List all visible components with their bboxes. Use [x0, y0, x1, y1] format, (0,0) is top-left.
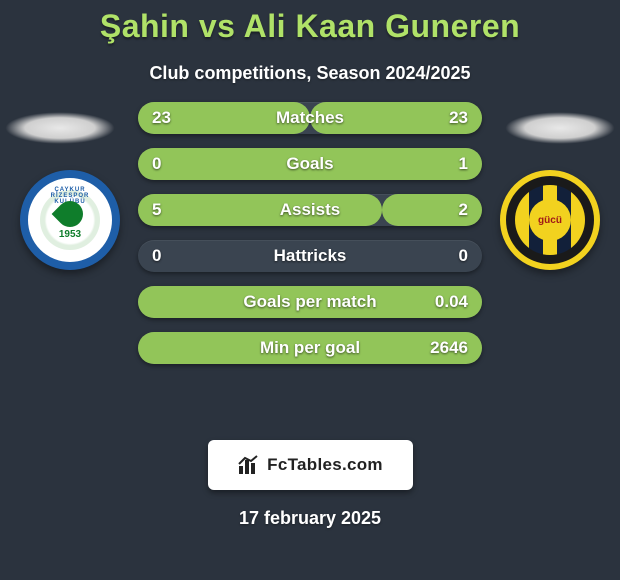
- stat-value-left: 0: [152, 246, 161, 266]
- stat-bar: 0.04Goals per match: [138, 286, 482, 318]
- stat-value-right: 0: [459, 246, 468, 266]
- badge-right-text: gücü: [529, 199, 571, 241]
- spotlight-left: [5, 112, 115, 144]
- stat-fill-left: [138, 194, 382, 226]
- stat-bar: 52Assists: [138, 194, 482, 226]
- brand-pill[interactable]: FcTables.com: [208, 440, 413, 490]
- page-title: Şahin vs Ali Kaan Guneren: [0, 0, 620, 45]
- stat-value-left: 23: [152, 108, 171, 128]
- stat-value-left: 5: [152, 200, 161, 220]
- stat-fill-right: [138, 286, 482, 318]
- stat-bar: 01Goals: [138, 148, 482, 180]
- club-badge-right: gücü: [500, 170, 600, 270]
- stat-label: Hattricks: [138, 246, 482, 266]
- subtitle: Club competitions, Season 2024/2025: [0, 63, 620, 84]
- brand-label: FcTables.com: [267, 455, 383, 475]
- club-badge-left: ÇAYKUR RİZESPOR KULÜBÜ 1953: [20, 170, 120, 270]
- stat-value-right: 1: [459, 154, 468, 174]
- brand-chart-icon: [237, 454, 261, 476]
- stat-value-right: 23: [449, 108, 468, 128]
- spotlight-right: [505, 112, 615, 144]
- stat-fill-right: [138, 148, 482, 180]
- date-label: 17 february 2025: [0, 508, 620, 529]
- stat-value-right: 0.04: [435, 292, 468, 312]
- stat-value-right: 2: [459, 200, 468, 220]
- stat-value-left: 0: [152, 154, 161, 174]
- stat-bar: 2323Matches: [138, 102, 482, 134]
- stat-bar: 0 0Hattricks: [138, 240, 482, 272]
- comparison-stage: ÇAYKUR RİZESPOR KULÜBÜ 1953 gücü 2323Mat…: [0, 112, 620, 432]
- stat-bars: 2323Matches01Goals52Assists00Hattricks0.…: [138, 102, 482, 364]
- stat-value-right: 2646: [430, 338, 468, 358]
- stat-bar: 2646Min per goal: [138, 332, 482, 364]
- badge-left-year: 1953: [59, 229, 81, 240]
